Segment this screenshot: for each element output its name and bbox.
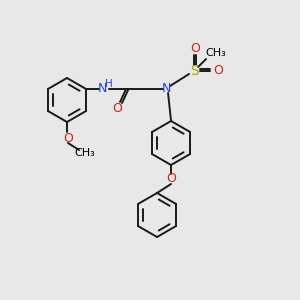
Text: N: N [98,82,107,95]
Text: O: O [63,131,73,145]
Text: O: O [190,41,200,55]
Text: CH₃: CH₃ [206,48,226,58]
Text: O: O [112,101,122,115]
Text: CH₃: CH₃ [75,148,95,158]
Text: N: N [161,82,171,95]
Text: O: O [213,64,223,76]
Text: O: O [166,172,176,185]
Text: S: S [190,64,198,78]
Text: H: H [105,79,113,89]
